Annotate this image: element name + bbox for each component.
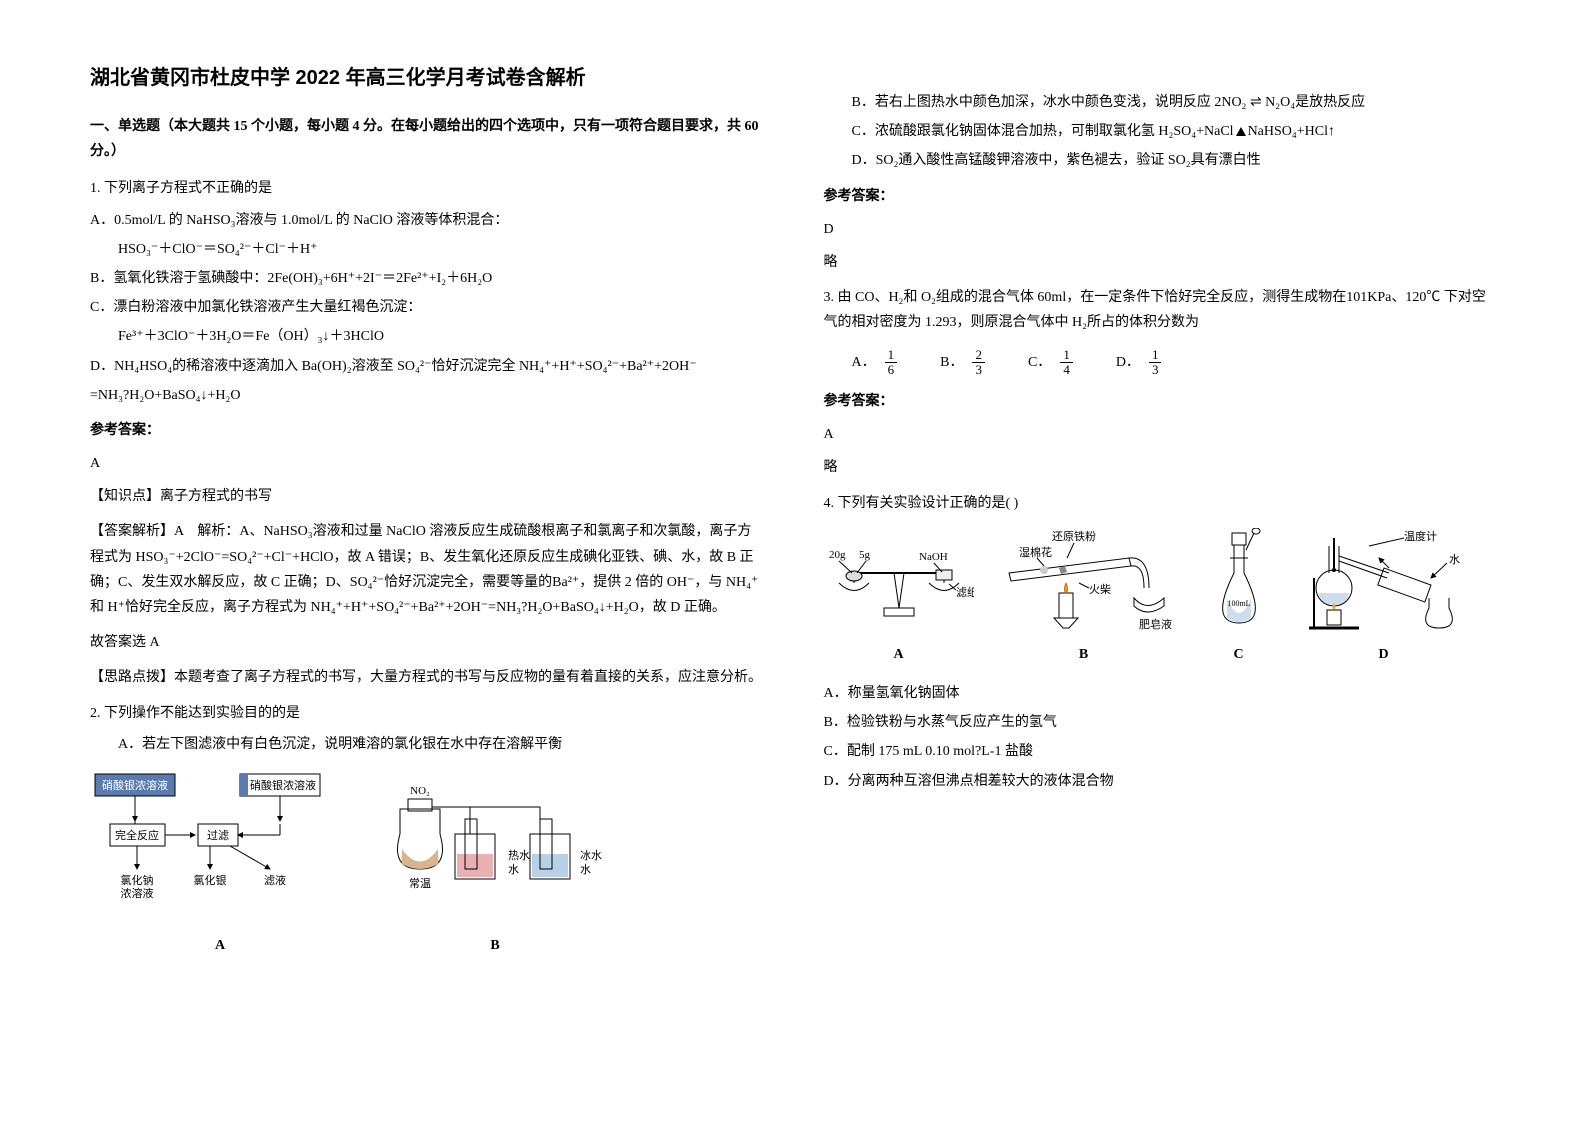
q1-knowledge: 【知识点】离子方程式的书写 xyxy=(90,484,764,509)
q2-diagA-svg: 硝酸银浓溶液 硝酸银浓溶液 完全反应 过滤 xyxy=(90,769,350,929)
q4-diagC-label: C xyxy=(1233,642,1243,667)
q4-diagB: 还原铁粉 湿棉花 火柴 xyxy=(989,528,1179,667)
diagB-normal: 常温 xyxy=(409,877,431,890)
q1-explain2: 故答案选 A xyxy=(90,630,764,655)
svg-text:火柴: 火柴 xyxy=(1089,582,1111,596)
q2-brief: 略 xyxy=(824,250,1498,275)
question-2: 2. 下列操作不能达到实验目的的是 A．若左下图滤液中有白色沉淀，说明难溶的氯化… xyxy=(90,701,764,959)
q1-explain3: 【思路点拨】本题考查了离子方程式的书写，大量方程式的书写与反应物的量有着直接的关… xyxy=(90,665,764,690)
left-column: 湖北省黄冈市杜皮中学 2022 年高三化学月考试卷含解析 一、单选题（本大题共 … xyxy=(90,60,764,1062)
q1-ref: 参考答案： xyxy=(90,418,764,443)
q4-optC: C．配制 175 mL 0.10 mol?L-1 盐酸 xyxy=(824,739,1498,764)
q2-optD: D．SO₂通入酸性高锰酸钾溶液中，紫色褪去，验证 SO₂具有漂白性 xyxy=(824,148,1498,173)
q3-choiceB: B．23 xyxy=(940,348,988,378)
q4-optD: D．分离两种互溶但沸点相差较大的液体混合物 xyxy=(824,769,1498,794)
diagA-b3: 滤液 xyxy=(264,873,286,887)
q1-explain1: 【答案解析】A 解析：A、NaHSO₃溶液和过量 NaClO 溶液反应生成硫酸根… xyxy=(90,519,764,620)
q1-ans: A xyxy=(90,451,764,476)
q3-choices: A．16 B．23 C．14 D．13 xyxy=(824,348,1498,378)
q1-optD: D．NH₄HSO₄的稀溶液中逐滴加入 Ba(OH)₂溶液至 SO₄²⁻恰好沉淀完… xyxy=(90,354,764,379)
svg-text:100mL: 100mL xyxy=(1227,599,1250,608)
q4-diagrams: 20g 5g NaOH 滤纸 A 还原铁粉 湿棉花 xyxy=(824,528,1498,667)
diagB-hot: 热水 xyxy=(508,849,530,862)
diagB-cold: 冰水 xyxy=(580,849,602,862)
svg-text:水: 水 xyxy=(1449,553,1460,566)
question-4: 4. 下列有关实验设计正确的是( ) 20g 5g xyxy=(824,491,1498,794)
q2-diagB-svg: NO₂ 常温 热水 水 冰水 水 xyxy=(380,779,610,929)
svg-text:水: 水 xyxy=(580,863,591,876)
section-head: 一、单选题（本大题共 15 个小题，每小题 4 分。在每小题给出的四个选项中，只… xyxy=(90,114,764,164)
right-column: B．若右上图热水中颜色加深，冰水中颜色变浅，说明反应 2NO₂ ⇌ N₂O₄是放… xyxy=(824,60,1498,1062)
svg-text:滤纸: 滤纸 xyxy=(956,586,974,599)
diagB-no2: NO₂ xyxy=(410,785,430,797)
q2-diagA-label: A xyxy=(215,933,225,958)
svg-text:20g: 20g xyxy=(829,549,846,561)
q4-diagD-label: D xyxy=(1378,642,1388,667)
q3-choiceC: C．14 xyxy=(1028,348,1076,378)
svg-text:湿棉花: 湿棉花 xyxy=(1019,545,1052,559)
diagA-box1: 硝酸银浓溶液 xyxy=(102,778,168,792)
q1-optB: B．氢氧化铁溶于氢碘酸中：2Fe(OH)₃+6H⁺+2I⁻＝2Fe²⁺+I₂＋6… xyxy=(90,266,764,291)
svg-text:水: 水 xyxy=(508,863,519,876)
q1-optD-eq: =NH₃?H₂O+BaSO₄↓+H₂O xyxy=(90,383,764,408)
diagA-b1b: 浓溶液 xyxy=(121,886,154,900)
q3-choiceA: A．16 xyxy=(852,348,901,378)
q1-stem: 1. 下列离子方程式不正确的是 xyxy=(90,176,764,201)
q3-ref: 参考答案： xyxy=(824,389,1498,414)
svg-text:温度计: 温度计 xyxy=(1404,529,1437,543)
q2-optA: A．若左下图滤液中有白色沉淀，说明难溶的氯化银在水中存在溶解平衡 xyxy=(90,732,764,757)
q4-stem: 4. 下列有关实验设计正确的是( ) xyxy=(824,491,1498,516)
q2-diagB: NO₂ 常温 热水 水 冰水 水 B xyxy=(380,779,610,958)
q1-optA: A．0.5mol/L 的 NaHSO₃溶液与 1.0mol/L 的 NaClO … xyxy=(90,208,764,233)
q2-stem: 2. 下列操作不能达到实验目的的是 xyxy=(90,701,764,726)
q2-optC: C．浓硫酸跟氯化钠固体混合加热，可制取氯化氢 H₂SO₄+NaClNaHSO₄+… xyxy=(824,119,1498,144)
q4-diagC: 100mL C xyxy=(1194,528,1284,667)
q4-optB: B．检验铁粉与水蒸气反应产生的氢气 xyxy=(824,710,1498,735)
q2-diagB-label: B xyxy=(490,933,499,958)
q3-stem: 3. 由 CO、H₂和 O₂组成的混合气体 60ml，在一定条件下恰好完全反应，… xyxy=(824,285,1498,335)
diagA-box2: 硝酸银浓溶液 xyxy=(250,778,316,792)
q4-optA: A．称量氢氧化钠固体 xyxy=(824,681,1498,706)
question-3: 3. 由 CO、H₂和 O₂组成的混合气体 60ml，在一定条件下恰好完全反应，… xyxy=(824,285,1498,481)
q3-choiceD: D．13 xyxy=(1116,348,1165,378)
diagA-b1a: 氯化钠 xyxy=(121,873,154,887)
svg-text:还原铁粉: 还原铁粉 xyxy=(1052,530,1096,543)
diagA-b2: 氯化银 xyxy=(194,873,227,887)
q4-diagD: 温度计 水 xyxy=(1299,528,1469,667)
q4-diagA-label: A xyxy=(893,642,903,667)
q1-optA-eq: HSO₃⁻＋ClO⁻＝SO₄²⁻＋Cl⁻＋H⁺ xyxy=(90,237,764,262)
triangle-icon xyxy=(1236,127,1246,136)
svg-text:5g: 5g xyxy=(859,549,871,561)
q1-optC-eq: Fe³⁺＋3ClO⁻＋3H₂O＝Fe（OH）₃↓＋3HClO xyxy=(90,324,764,349)
q2-ans: D xyxy=(824,217,1498,242)
q2-diagrams: 硝酸银浓溶液 硝酸银浓溶液 完全反应 过滤 xyxy=(90,769,764,958)
q2-diagA: 硝酸银浓溶液 硝酸银浓溶液 完全反应 过滤 xyxy=(90,769,350,958)
q3-brief: 略 xyxy=(824,455,1498,480)
q4-diagA: 20g 5g NaOH 滤纸 A xyxy=(824,528,974,667)
q2-optB: B．若右上图热水中颜色加深，冰水中颜色变浅，说明反应 2NO₂ ⇌ N₂O₄是放… xyxy=(824,90,1498,115)
svg-text:肥皂液: 肥皂液 xyxy=(1139,617,1172,631)
q4-diagB-label: B xyxy=(1079,642,1088,667)
question-1: 1. 下列离子方程式不正确的是 A．0.5mol/L 的 NaHSO₃溶液与 1… xyxy=(90,176,764,690)
svg-text:NaOH: NaOH xyxy=(919,551,948,563)
q3-ans: A xyxy=(824,422,1498,447)
q2-ref: 参考答案： xyxy=(824,184,1498,209)
diagA-step1: 完全反应 xyxy=(115,828,159,842)
diagA-step2: 过滤 xyxy=(207,829,229,842)
page-title: 湖北省黄冈市杜皮中学 2022 年高三化学月考试卷含解析 xyxy=(90,60,764,96)
q1-optC: C．漂白粉溶液中加氯化铁溶液产生大量红褐色沉淀： xyxy=(90,295,764,320)
